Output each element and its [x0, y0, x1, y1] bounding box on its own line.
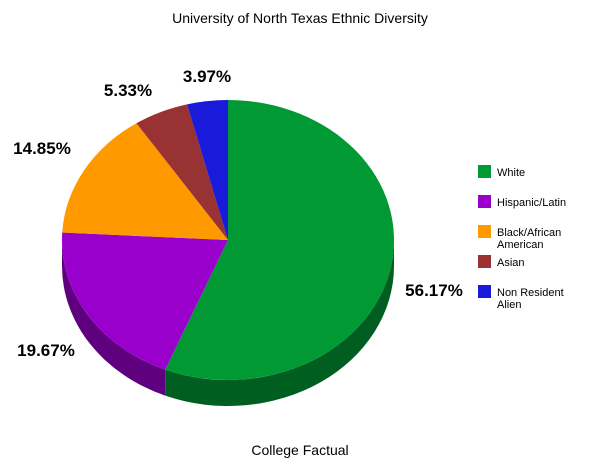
slice-label-black-african-american: 14.85%: [13, 139, 71, 158]
pie-slice-non-resident-alien: [187, 100, 228, 240]
pie-slice-hispanic-latin: [62, 232, 228, 370]
chart-title: University of North Texas Ethnic Diversi…: [172, 10, 428, 26]
pie-labels: 56.17% 19.67% 14.85% 5.33% 3.97%: [13, 67, 463, 360]
legend-item-non-resident-alien: Non Resident Alien: [478, 285, 564, 311]
slice-label-hispanic-latin: 19.67%: [17, 341, 75, 360]
slice-label-non-resident-alien: 3.97%: [183, 67, 231, 86]
legend-swatch: [478, 285, 491, 298]
pie-slice-black-african-american: [62, 123, 228, 240]
pie-slice-asian: [136, 104, 228, 240]
legend-swatch: [478, 195, 491, 208]
legend-item-black-african-american: Black/African American: [478, 225, 561, 251]
legend-label: Asian: [497, 257, 525, 269]
pie-side-hispanic-latin: [61, 240, 166, 396]
legend-label: White: [497, 167, 525, 179]
pie-side-white: [165, 240, 394, 406]
pie-slices: [62, 100, 394, 380]
legend-item-white: White: [478, 165, 525, 179]
legend: White Hispanic/Latin Black/African American…: [478, 165, 566, 311]
pie-slice-white: [165, 100, 394, 380]
legend-label: Black/African American: [497, 227, 561, 251]
slice-label-asian: 5.33%: [104, 81, 152, 100]
legend-label: Hispanic/Latin: [497, 197, 566, 209]
legend-label: Non Resident Alien: [497, 287, 564, 311]
legend-item-asian: Asian: [478, 255, 525, 269]
legend-swatch: [478, 165, 491, 178]
slice-label-white: 56.17%: [405, 281, 463, 300]
chart-footer: College Factual: [251, 442, 348, 458]
legend-swatch: [478, 255, 491, 268]
legend-swatch: [478, 225, 491, 238]
pie-sides: [61, 240, 394, 406]
legend-item-hispanic-latin: Hispanic/Latin: [478, 195, 566, 209]
